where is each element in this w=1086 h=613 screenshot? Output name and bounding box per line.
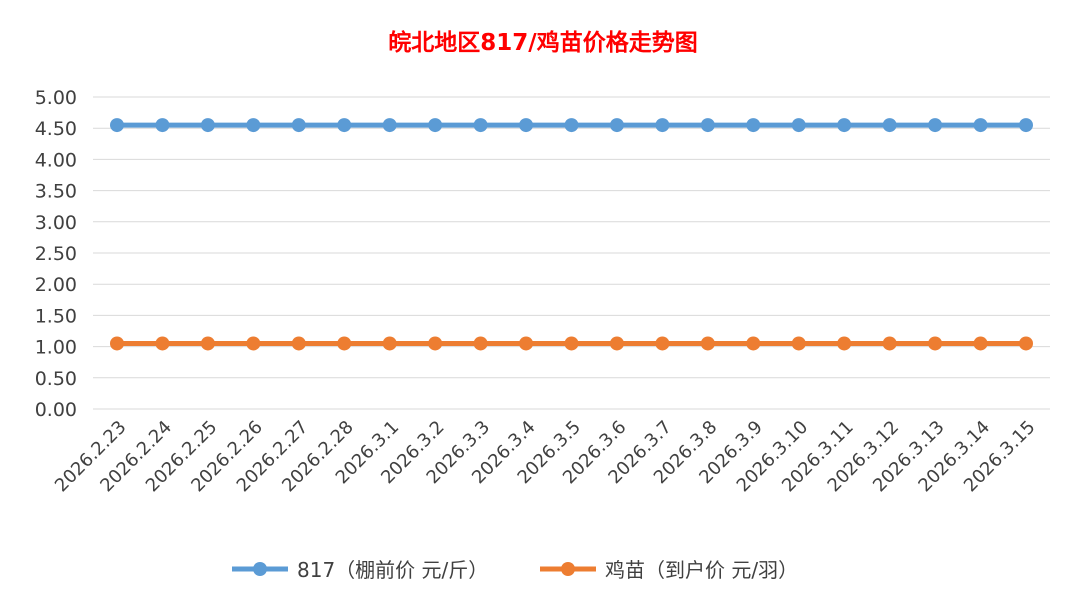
y-tick-label: 2.50 [35, 243, 77, 265]
data-point [1019, 336, 1033, 351]
data-point [337, 118, 352, 133]
data-point [928, 118, 943, 133]
data-point [382, 118, 397, 133]
y-tick-label: 1.50 [35, 305, 77, 327]
data-point [110, 336, 124, 351]
data-point [564, 336, 579, 351]
data-point [519, 336, 534, 351]
data-point [837, 336, 852, 351]
data-point [609, 336, 624, 351]
data-point [655, 118, 670, 133]
y-tick-label: 3.00 [35, 212, 77, 234]
data-point [564, 118, 579, 133]
y-tick-label: 3.50 [35, 181, 77, 203]
data-point [791, 336, 806, 351]
series-1 [110, 118, 1033, 133]
data-point [200, 118, 215, 133]
data-point [291, 118, 306, 133]
legend-label: 817（棚前价 元/斤） [297, 558, 488, 582]
legend-label: 鸡苗（到户价 元/羽） [605, 558, 798, 582]
y-tick-label: 4.00 [35, 149, 77, 171]
data-point [473, 336, 488, 351]
data-point [155, 118, 170, 133]
data-point [428, 118, 443, 133]
legend-marker [253, 562, 267, 576]
legend-entry: 817（棚前价 元/斤） [232, 558, 488, 582]
data-point [155, 336, 170, 351]
data-point [609, 118, 624, 133]
data-point [882, 336, 897, 351]
data-point [337, 336, 352, 351]
data-point [382, 336, 397, 351]
data-point [291, 336, 306, 351]
data-point [973, 118, 988, 133]
data-point [110, 118, 124, 133]
data-point [746, 336, 761, 351]
data-point [200, 336, 215, 351]
data-point [973, 336, 988, 351]
series-2 [110, 336, 1033, 351]
data-point [473, 118, 488, 133]
data-point [246, 336, 261, 351]
data-point [700, 336, 715, 351]
legend: 817（棚前价 元/斤） 鸡苗（到户价 元/羽） [232, 558, 798, 582]
data-point [655, 336, 670, 351]
chart-title: 皖北地区817/鸡苗价格走势图 [388, 29, 697, 56]
y-tick-label: 0.00 [35, 399, 77, 421]
data-point [746, 118, 761, 133]
data-point [882, 118, 897, 133]
y-axis-tick-labels: 0.00 0.50 1.00 1.50 2.00 2.50 3.00 3.50 4.00 4.50… [35, 87, 77, 421]
y-tick-label: 2.00 [35, 274, 77, 296]
data-point [428, 336, 443, 351]
data-point [246, 118, 261, 133]
y-tick-label: 5.00 [35, 87, 77, 109]
data-point [791, 118, 806, 133]
series-layer [110, 118, 1033, 351]
data-point [700, 118, 715, 133]
data-point [837, 118, 852, 133]
legend-entry: 鸡苗（到户价 元/羽） [540, 558, 798, 582]
legend-marker [561, 562, 575, 576]
data-point [928, 336, 943, 351]
data-point [1019, 118, 1033, 133]
y-tick-label: 4.50 [35, 118, 77, 140]
y-tick-label: 1.00 [35, 337, 77, 359]
data-point [519, 118, 534, 133]
y-tick-label: 0.50 [35, 368, 77, 390]
